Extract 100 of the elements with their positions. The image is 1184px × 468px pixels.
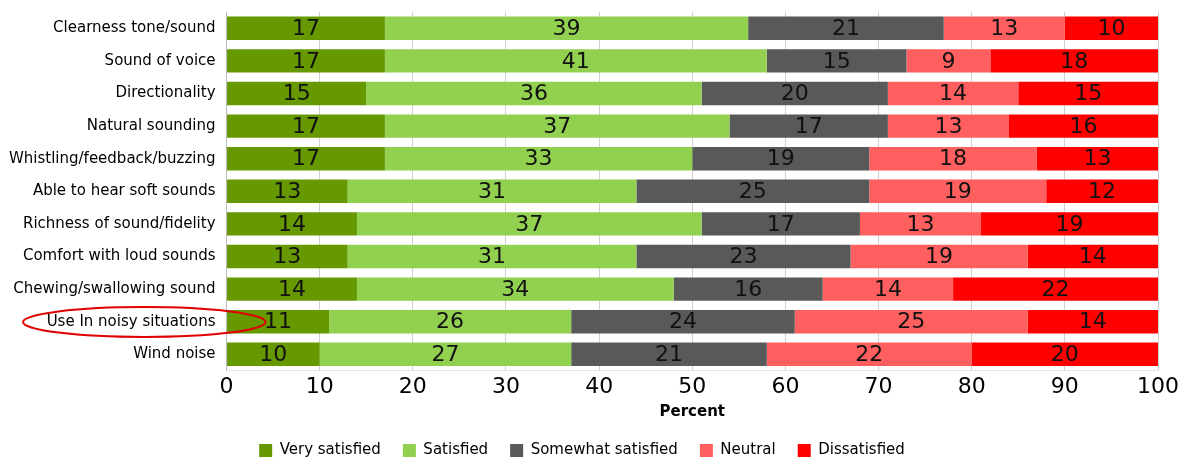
bar	[953, 277, 1158, 301]
data-label: 13	[934, 112, 963, 138]
data-label: 17	[766, 210, 795, 236]
data-label: 34	[501, 275, 530, 301]
bar	[366, 81, 702, 106]
data-label: 13	[273, 243, 302, 269]
bar	[319, 342, 572, 366]
y-tick-label: Sound of voice	[104, 50, 216, 69]
x-tick-label: 0	[219, 372, 234, 398]
data-label: 12	[1088, 178, 1117, 204]
bar	[1027, 310, 1158, 334]
bar	[636, 179, 870, 203]
legend-label: Neutral	[720, 440, 776, 459]
bar	[227, 49, 385, 73]
data-label: 10	[259, 341, 288, 367]
bar	[227, 277, 357, 301]
bar	[329, 310, 572, 334]
y-tick-label: Able to hear soft sounds	[32, 181, 216, 200]
x-tick-label: 60	[771, 372, 800, 398]
data-label: 14	[1078, 243, 1107, 269]
data-label: 18	[939, 145, 968, 171]
x-tick-label: 20	[398, 372, 427, 398]
x-tick-label: 10	[305, 372, 334, 398]
bar	[227, 244, 348, 269]
y-tick-label: Natural sounding	[86, 115, 216, 134]
bar	[887, 81, 1019, 106]
bar	[692, 147, 870, 171]
y-tick-label: Whistling/feedback/buzzing	[8, 148, 216, 167]
data-label: 41	[561, 47, 590, 73]
bar	[571, 342, 767, 366]
bar	[227, 147, 385, 171]
data-label: 25	[738, 178, 767, 204]
bar	[943, 16, 1065, 40]
y-tick-label: Clearness tone/sound	[53, 18, 216, 37]
bar	[227, 16, 385, 40]
data-label: 33	[524, 145, 553, 171]
data-label: 15	[1074, 80, 1103, 106]
data-label: 19	[766, 145, 795, 171]
data-label: 31	[478, 243, 507, 269]
bar	[748, 16, 944, 40]
data-label: 13	[273, 178, 302, 204]
data-label: 19	[943, 178, 972, 204]
y-tick-label: Wind noise	[133, 344, 216, 363]
y-tick-label: Directionality	[115, 83, 216, 102]
bar	[1046, 179, 1158, 203]
bar	[1036, 147, 1158, 171]
data-label: 11	[264, 308, 293, 334]
bar	[766, 342, 972, 366]
data-label: 13	[990, 15, 1019, 41]
legend-label: Satisfied	[423, 440, 489, 459]
y-tick-label: Chewing/swallowing sound	[13, 278, 216, 297]
bar	[356, 212, 702, 236]
legend-label: Dissatisfied	[818, 440, 905, 459]
data-label: 9	[941, 47, 956, 73]
bar	[859, 212, 982, 236]
bar	[384, 147, 693, 171]
data-label: 17	[794, 112, 823, 138]
bar	[1018, 81, 1158, 106]
data-label: 26	[436, 308, 465, 334]
bar	[227, 179, 348, 203]
x-tick-label: 30	[491, 372, 520, 398]
bar	[347, 179, 637, 203]
bar	[673, 277, 823, 301]
data-label: 20	[1050, 341, 1079, 367]
data-label: 13	[1083, 145, 1112, 171]
x-tick-label: 90	[1050, 372, 1079, 398]
x-tick-label: 70	[864, 372, 893, 398]
bar	[990, 49, 1158, 73]
bar	[850, 244, 1028, 269]
bar	[766, 49, 907, 73]
legend-label: Very satisfied	[279, 440, 381, 459]
y-tick-label: Comfort with loud sounds	[22, 246, 216, 265]
bar	[887, 114, 1009, 138]
bar	[1008, 114, 1158, 138]
data-label: 27	[431, 341, 460, 367]
data-label: 14	[278, 210, 306, 236]
bar	[794, 310, 1028, 334]
data-label: 13	[906, 210, 935, 236]
bar	[636, 244, 851, 269]
bar	[701, 81, 888, 106]
data-label: 14	[278, 275, 306, 301]
data-label: 37	[543, 112, 572, 138]
data-label: 14	[939, 80, 968, 106]
data-label: 17	[291, 112, 320, 138]
bar	[227, 342, 320, 366]
data-label: 19	[1055, 210, 1084, 236]
data-label: 16	[734, 275, 763, 301]
data-label: 31	[478, 178, 507, 204]
data-label: 18	[1060, 47, 1089, 73]
data-label: 10	[1097, 15, 1126, 41]
bar	[869, 179, 1047, 203]
x-tick-label: 100	[1137, 372, 1179, 398]
bar	[227, 212, 357, 236]
data-label: 36	[519, 80, 548, 106]
data-label: 20	[780, 80, 809, 106]
bar	[347, 244, 637, 269]
data-label: 22	[1041, 275, 1070, 301]
x-tick-label: 50	[678, 372, 707, 398]
bar	[971, 342, 1158, 366]
data-label: 21	[831, 15, 860, 41]
